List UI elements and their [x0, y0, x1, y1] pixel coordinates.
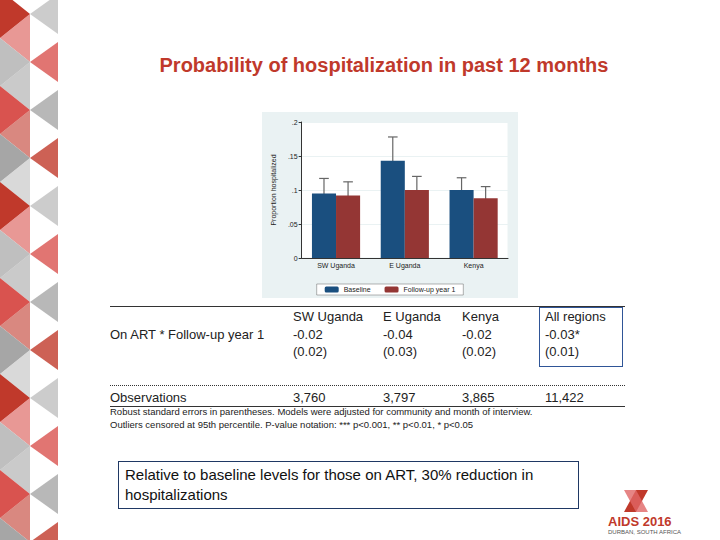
- html-text:(0.01): (0.01): [545, 344, 579, 359]
- html-text:3,865: 3,865: [462, 390, 495, 405]
- html-text:(0.02): (0.02): [462, 344, 496, 359]
- html-text:-0.02: -0.02: [293, 327, 323, 342]
- svg-text:DURBAN, SOUTH AFRICA: DURBAN, SOUTH AFRICA: [608, 529, 681, 535]
- svg-text:Proportion hospitalized: Proportion hospitalized: [270, 154, 278, 225]
- html-text:3,797: 3,797: [383, 390, 416, 405]
- html-text:11,422: 11,422: [545, 390, 584, 405]
- html-text:Relative to baseline levels fo: Relative to baseline levels for those on…: [125, 466, 534, 503]
- html-text:-0.02: -0.02: [462, 327, 492, 342]
- html-text:E Uganda: E Uganda: [383, 309, 441, 324]
- html-text:-0.04: -0.04: [383, 327, 413, 342]
- svg-text:.2: .2: [292, 119, 298, 126]
- html-text:-0.03*: -0.03*: [545, 327, 580, 342]
- html-text:3,760: 3,760: [293, 390, 326, 405]
- svg-text:SW Uganda: SW Uganda: [317, 262, 355, 270]
- svg-text:Follow-up year 1: Follow-up year 1: [404, 286, 456, 294]
- html-text:Probability of hospitalization: Probability of hospitalization in past 1…: [159, 54, 609, 76]
- html-text:(0.02): (0.02): [293, 344, 327, 359]
- html-text:Kenya: Kenya: [462, 309, 499, 324]
- svg-text:Baseline: Baseline: [344, 286, 371, 293]
- html-text:(0.03): (0.03): [383, 344, 417, 359]
- html-text:All regions: All regions: [545, 309, 606, 324]
- html-text:Robust standard errors in pare: Robust standard errors in parentheses. M…: [110, 406, 533, 417]
- svg-text:E Uganda: E Uganda: [389, 262, 420, 270]
- svg-text:.05: .05: [288, 221, 298, 228]
- svg-text:.15: .15: [288, 153, 298, 160]
- html-text:SW Uganda: SW Uganda: [293, 309, 364, 324]
- svg-text:Kenya: Kenya: [464, 262, 484, 270]
- svg-text:0: 0: [294, 255, 298, 262]
- svg-text:AIDS 2016: AIDS 2016: [608, 514, 672, 529]
- html-text:Observations: Observations: [110, 390, 187, 405]
- html-text:On ART * Follow-up year 1: On ART * Follow-up year 1: [110, 327, 265, 342]
- svg-text:.1: .1: [292, 187, 298, 194]
- html-text:Outliers censored at 95th perc: Outliers censored at 95th percentile. P-…: [110, 419, 474, 430]
